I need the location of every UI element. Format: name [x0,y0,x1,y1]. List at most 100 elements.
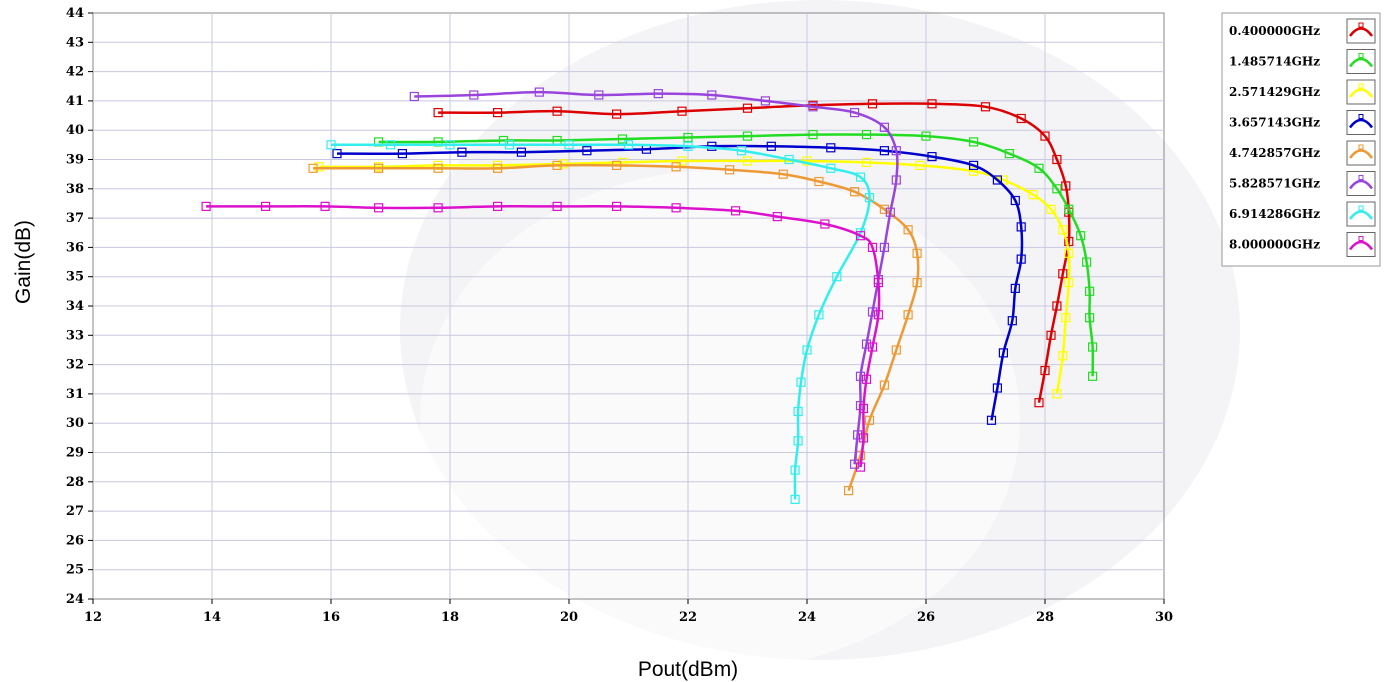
series-line [206,205,881,468]
data-point-marker [849,187,860,197]
y-tick-label: 33 [66,328,84,343]
data-point-marker [864,193,875,203]
x-tick-label: 20 [560,610,578,625]
data-point-marker [808,130,818,140]
data-point-marker [927,152,937,162]
data-point-marker [766,141,776,151]
data-point-marker [879,204,890,214]
data-point-marker [326,140,336,150]
data-point-marker [1064,278,1074,288]
legend-marker-sample [1358,144,1364,150]
data-point-marker [611,160,622,170]
data-point-marker [493,163,503,173]
data-point-marker [861,374,872,384]
legend-item: 6.914286GHz [1229,201,1376,227]
data-point-marker [1058,351,1068,361]
y-tick-label: 40 [66,123,84,138]
y-tick-label: 42 [66,65,84,80]
data-point-marker [445,140,455,150]
data-point-marker [760,96,771,106]
data-point-marker [493,107,503,118]
legend-label: 6.914286GHz [1229,207,1320,221]
x-tick-label: 30 [1155,610,1173,625]
data-point-marker [790,494,800,504]
data-point-marker [677,106,687,116]
series-line [313,163,920,492]
legend-label: 3.657143GHz [1229,116,1320,130]
legend-marker-sample [1358,53,1364,58]
data-point-marker [879,242,890,252]
data-point-marker [864,415,875,425]
x-tick-label: 22 [679,610,697,625]
data-point-marker [504,140,515,150]
legend-line-sample [1348,210,1374,220]
series-line [414,90,899,465]
data-point-marker [879,146,890,156]
data-point-marker [858,403,869,414]
x-axis-label: Pout(dBm) [638,658,738,681]
data-point-marker [861,157,872,167]
data-point-marker [867,242,878,252]
y-tick-label: 29 [66,446,84,461]
data-point-marker [867,307,878,317]
data-point-marker [671,203,681,213]
data-point-marker [793,436,803,446]
data-point-marker [552,160,562,170]
x-tick-label: 28 [1036,610,1054,625]
data-point-marker [558,159,568,169]
data-point-marker [891,345,901,355]
data-point-marker [968,166,979,176]
data-point-marker [457,147,467,157]
legend-item: 8.000000GHz [1229,232,1376,257]
data-point-marker [534,87,544,97]
data-point-marker [879,122,890,132]
data-point-marker [397,149,407,159]
y-tick-label: 26 [66,533,84,548]
data-point-marker [730,206,741,216]
y-tick-label: 36 [66,240,84,255]
data-point-marker [814,176,824,187]
data-point-marker [1052,389,1062,399]
data-point-marker [998,348,1009,358]
data-point-marker [385,140,396,150]
series-5 [308,160,922,496]
data-point-marker [879,380,890,390]
data-point-marker [201,201,211,211]
data-point-marker [1046,204,1056,214]
data-point-marker [314,162,324,172]
data-point-marker [772,212,782,222]
data-point-marker [320,201,330,211]
y-tick-label: 44 [66,6,84,21]
data-point-marker [742,156,753,166]
legend-label: 2.571429GHz [1229,85,1320,99]
data-point-marker [1004,149,1014,159]
data-point-marker [1058,269,1068,279]
data-point-marker [1052,301,1062,311]
y-tick-label: 41 [66,94,84,109]
data-point-marker [611,201,622,211]
legend-label: 5.828571GHz [1229,177,1320,191]
data-point-marker [915,160,925,170]
data-point-marker [802,345,812,355]
series-line [438,102,1071,403]
data-point-marker [1016,222,1026,232]
data-point-marker [1084,286,1095,296]
series-1 [433,99,1074,408]
data-point-marker [1010,195,1020,206]
legend-item: 5.828571GHz [1229,171,1376,196]
x-tick-label: 14 [203,610,221,625]
legend-marker-sample [1358,175,1364,180]
x-tick-label: 16 [322,610,340,625]
data-point-marker [724,165,735,175]
legend-item: 4.742857GHz [1229,140,1376,166]
data-point-marker [980,102,991,112]
data-point-marker [1034,163,1044,173]
data-point-marker [1010,283,1020,293]
data-point-marker [1040,131,1050,141]
y-tick-label: 32 [66,358,84,373]
y-tick-label: 37 [66,211,84,226]
data-point-marker [707,90,717,100]
y-tick-label: 28 [66,475,84,490]
y-axis-label: Gain(dB) [12,220,35,304]
x-tick-label: 18 [441,610,459,625]
